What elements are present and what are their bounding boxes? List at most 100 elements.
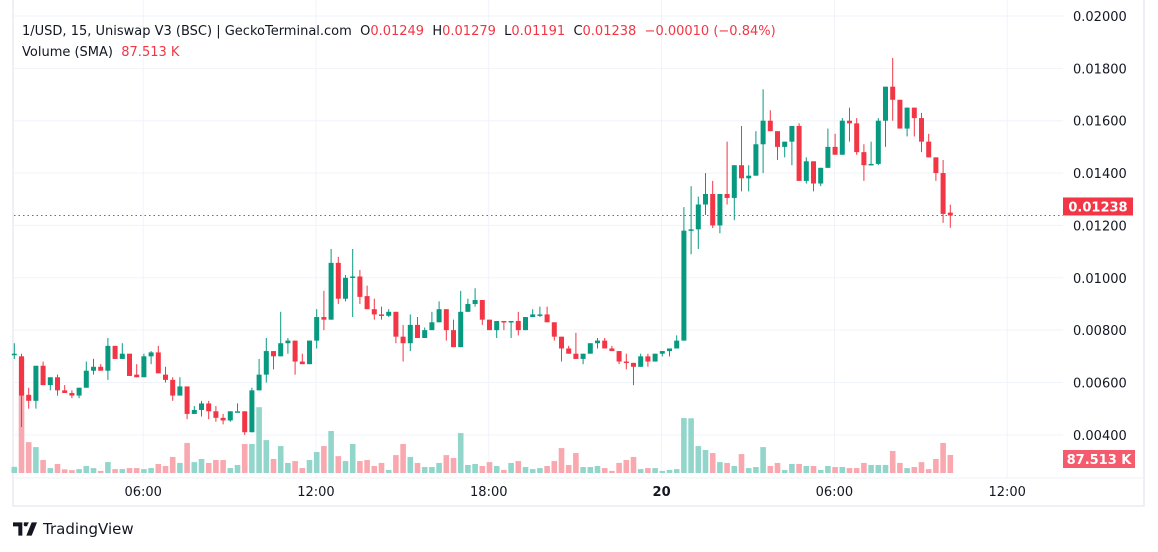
volume-bar [47, 468, 54, 473]
candle-body [184, 386, 190, 414]
volume-bar [393, 455, 399, 473]
candle-body [191, 409, 197, 414]
volume-bar [803, 466, 810, 473]
candle-body [407, 324, 413, 344]
ohlc-legend: 1/USD, 15, Uniswap V3 (BSC) | GeckoTermi… [22, 24, 776, 39]
volume-bar [436, 462, 442, 473]
candle-body [667, 348, 672, 352]
volume-bar [904, 468, 910, 473]
volume-bar [796, 463, 802, 473]
volume-bar [457, 433, 464, 473]
volume-bar [155, 463, 162, 473]
volume-bar [213, 460, 219, 473]
volume-bar [349, 443, 356, 473]
open-value: 0.01249 [370, 24, 425, 39]
tradingview-logo-icon [13, 522, 37, 536]
close-label: C [573, 24, 583, 39]
volume-bar [97, 470, 104, 473]
volume-bar [875, 464, 882, 473]
volume-bar [198, 459, 205, 473]
last-volume-badge [1063, 450, 1135, 468]
volume-bar [551, 461, 558, 473]
volume-bar [774, 462, 781, 473]
volume-bar [465, 464, 471, 473]
high-label: H [432, 24, 443, 39]
volume-bar [767, 466, 774, 473]
candle-body [199, 403, 204, 410]
tradingview-name: TradingView [43, 520, 134, 538]
price-tick-label: 0.01200 [1073, 219, 1127, 234]
volume-bar [177, 462, 183, 473]
candle-body [940, 173, 946, 214]
candle-body [436, 309, 442, 323]
candle-body [573, 353, 579, 359]
candle-body [602, 340, 608, 349]
candle-body [609, 348, 615, 352]
candle-body [19, 356, 24, 396]
candle-body [911, 107, 917, 119]
candle-body [263, 351, 269, 375]
volume-bar [263, 440, 270, 473]
candle-body [811, 161, 816, 184]
volume-bar [738, 454, 745, 473]
volume-legend: Volume (SMA) 87.513 K [22, 45, 179, 60]
volume-bar [825, 466, 831, 473]
volume-bar [472, 463, 478, 473]
volume-bar [306, 460, 313, 473]
volume-bar [169, 456, 176, 473]
volume-bar [220, 460, 226, 473]
volume-bar [659, 470, 666, 473]
candle-body [926, 141, 932, 158]
candle-body [235, 411, 240, 413]
candle-body [818, 167, 824, 184]
volume-bar [724, 462, 730, 473]
candle-body [364, 296, 370, 310]
candle-body [832, 146, 838, 155]
price-tick-label: 0.00800 [1073, 324, 1127, 339]
volume-bar [609, 470, 615, 473]
volume-bar [760, 447, 766, 473]
volume-bar [371, 466, 378, 473]
candle-body [177, 386, 183, 396]
tradingview-logo[interactable]: TradingView [13, 520, 134, 538]
candle-body [796, 125, 802, 181]
volume-bar [717, 462, 723, 473]
candle-body [803, 161, 809, 181]
low-value: 0.01191 [511, 24, 566, 39]
price-tick-label: 0.01400 [1073, 167, 1127, 182]
price-tick-label: 0.02000 [1073, 10, 1127, 25]
volume-bar [184, 442, 190, 473]
candle-body [357, 276, 363, 297]
candle-body [33, 365, 39, 401]
candle-body [451, 330, 456, 348]
candle-body [292, 340, 298, 362]
volume-bar [112, 469, 118, 473]
candle-body [328, 262, 334, 320]
symbol-title: 1/USD, 15, Uniswap V3 (BSC) | GeckoTermi… [22, 24, 352, 39]
candle-body [897, 99, 903, 129]
price-tick-label: 0.00400 [1073, 429, 1127, 444]
volume-bar [846, 468, 853, 473]
volume-bar [529, 469, 536, 473]
volume-bar [105, 462, 111, 473]
candle-body [825, 146, 831, 168]
candle-body [314, 317, 320, 341]
volume-bar [227, 468, 234, 473]
last-volume-label: 87.513 K [1067, 453, 1133, 468]
volume-bar [601, 468, 608, 473]
candle-body [227, 411, 233, 421]
volume-bar [810, 466, 817, 473]
volume-bar [501, 469, 507, 473]
candle-body [371, 309, 377, 315]
volume-bar [753, 467, 759, 473]
volume-bar [90, 468, 97, 473]
candle-body [242, 411, 248, 433]
volume-bar [321, 446, 327, 473]
candle-body [40, 365, 46, 386]
volume-bar [688, 418, 694, 473]
candle-body [307, 340, 312, 365]
candle-body [623, 361, 629, 364]
volume-bar [817, 469, 824, 473]
candle-body [515, 320, 521, 331]
